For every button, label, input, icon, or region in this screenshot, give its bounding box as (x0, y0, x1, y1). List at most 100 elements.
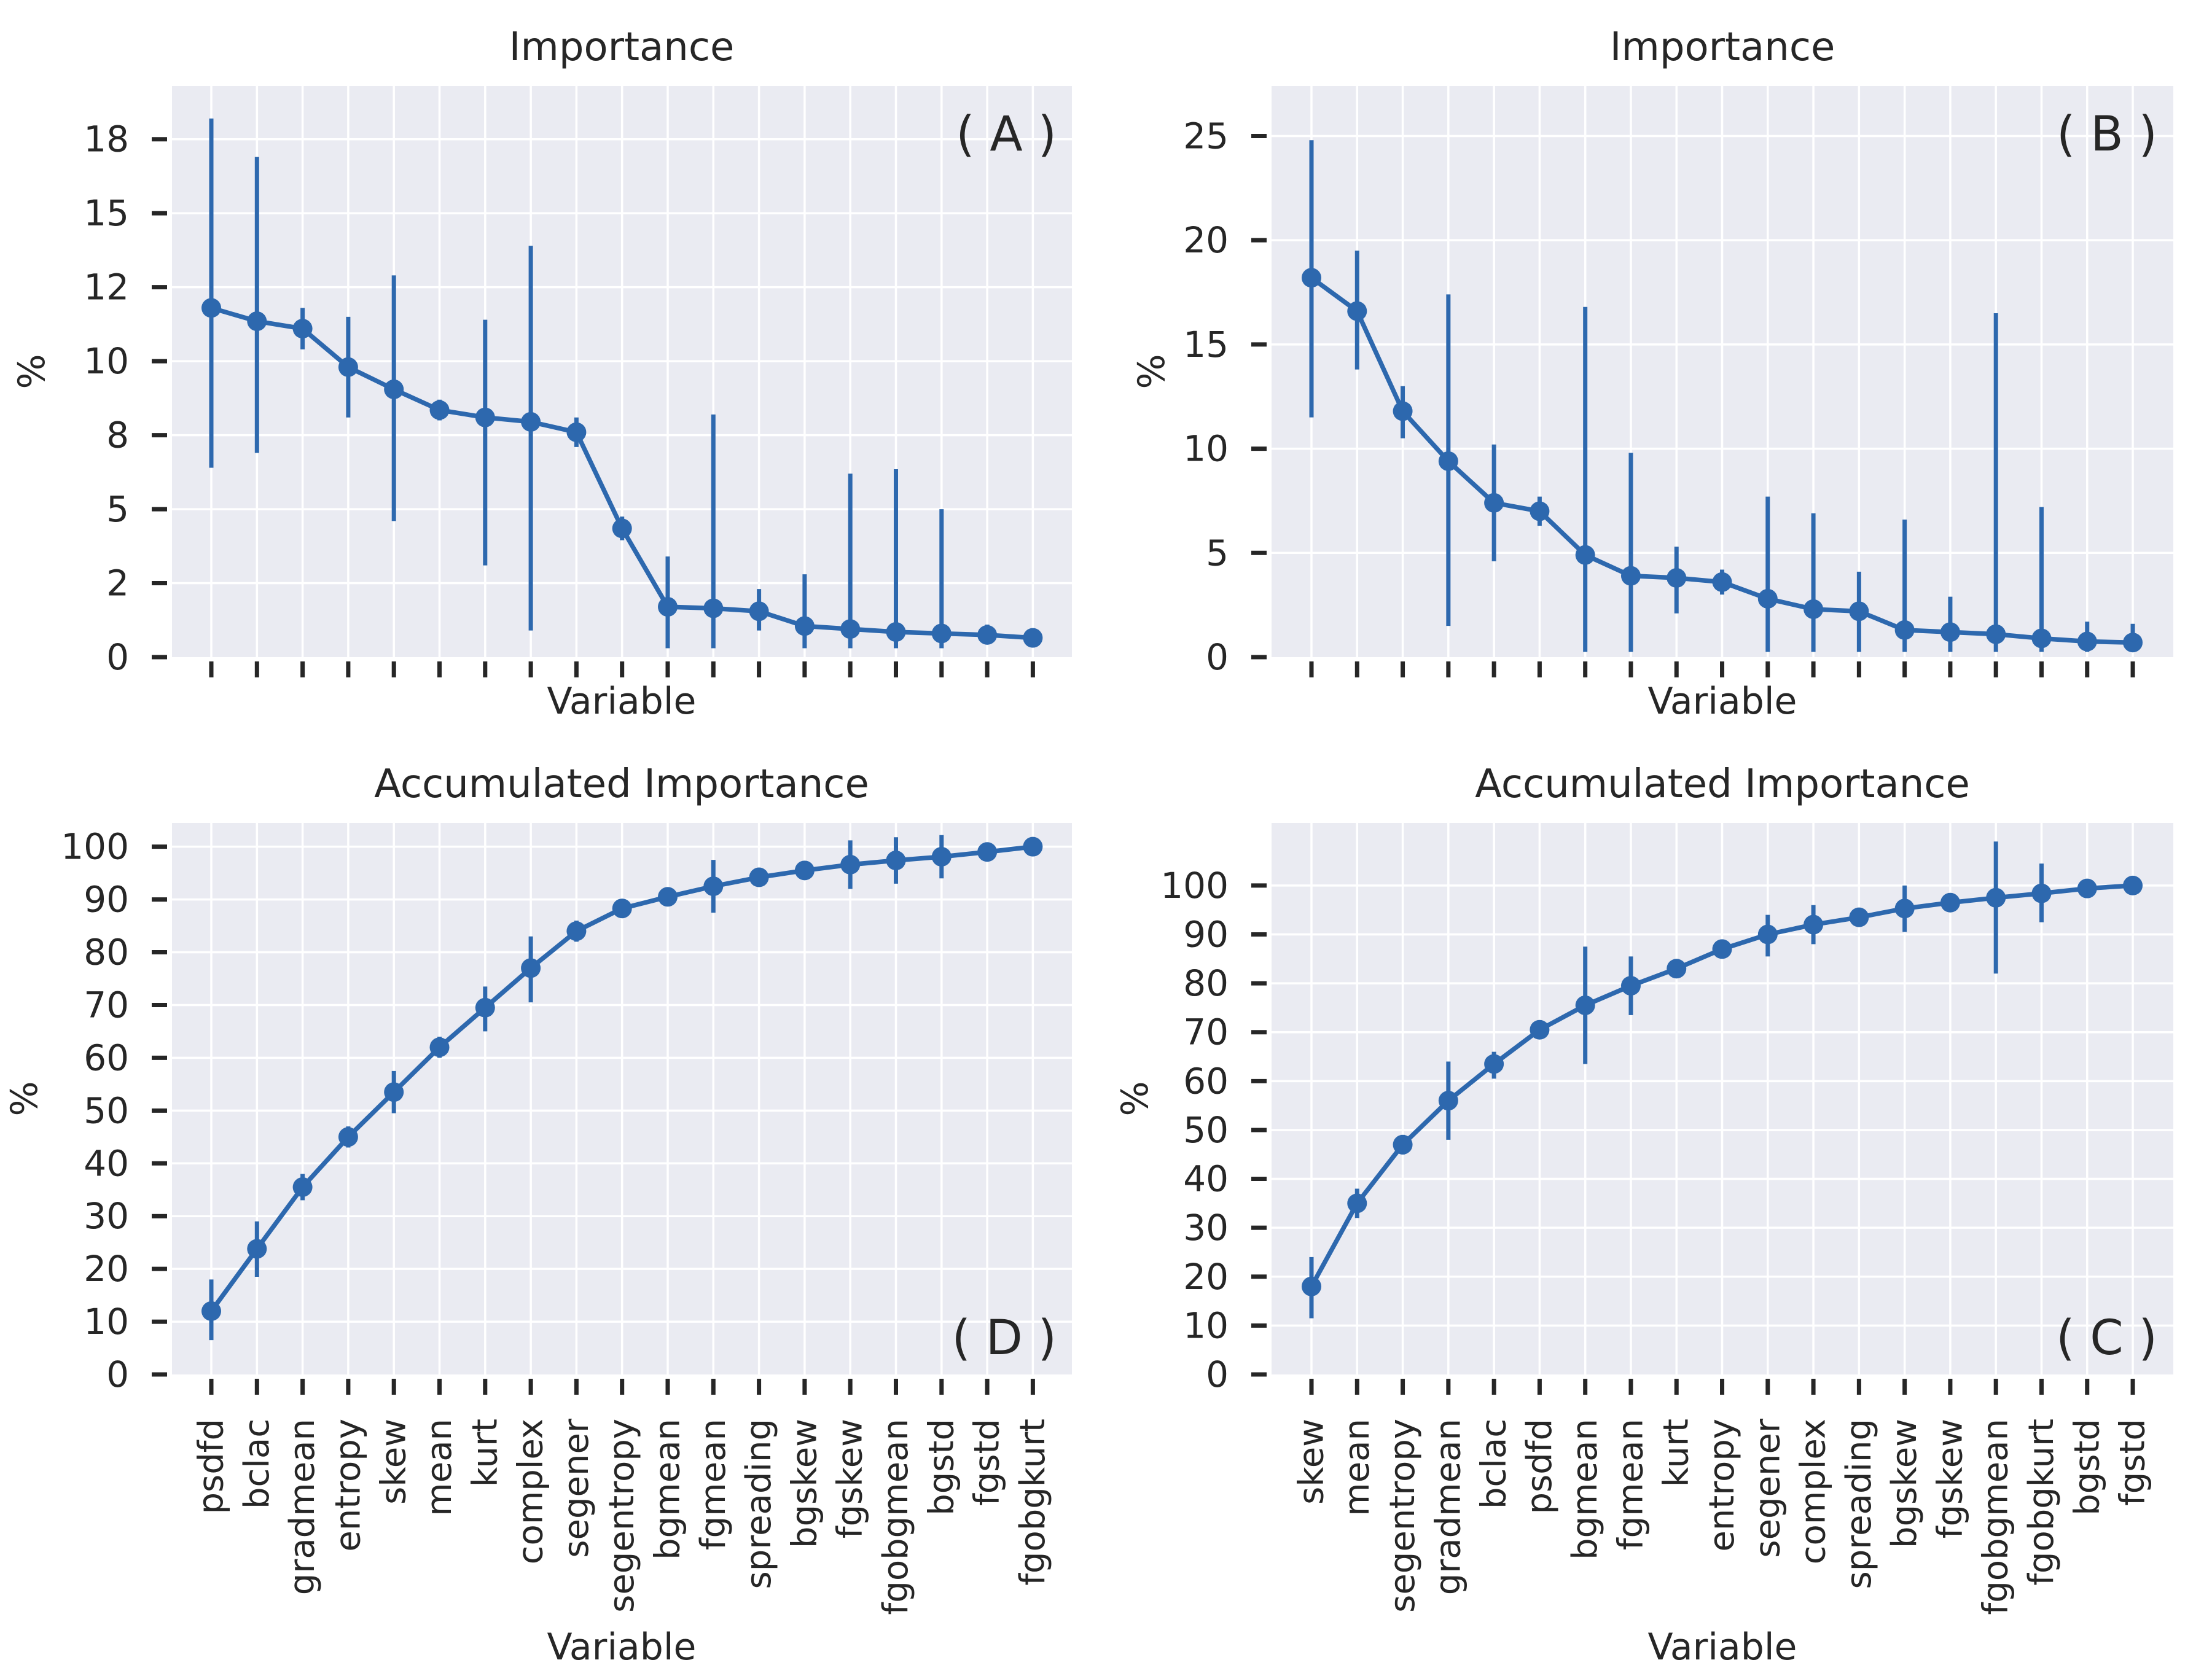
category-label: psdfd (1520, 1419, 1560, 1514)
y-tick-label: 40 (84, 1142, 129, 1184)
data-point-marker (384, 1082, 404, 1102)
data-point-marker (612, 518, 632, 539)
y-tick-label: 50 (84, 1089, 129, 1131)
category-label: spreading (739, 1419, 779, 1589)
panel-c-plot: 0 10 20 30 40 50 60 70 80 90 100 skew mean segentropy… (1160, 823, 2173, 1615)
y-tick-label: 0 (1206, 1354, 1229, 1395)
data-point-marker (1940, 622, 1960, 642)
category-label: segentropy (1383, 1419, 1423, 1613)
data-point-marker (931, 623, 952, 644)
category-label: kurt (1657, 1419, 1697, 1487)
category-label: segener (1748, 1418, 1788, 1558)
data-point-marker (931, 846, 952, 867)
y-tick-label: 90 (84, 879, 129, 921)
category-label: bclac (237, 1419, 277, 1509)
data-point-marker (1894, 620, 1915, 640)
panel-d-corner-label: ( D ) (952, 1311, 1057, 1366)
panel-a-plot: 0 2 5 8 10 12 15 18 (84, 86, 1072, 678)
y-tick-label: 10 (84, 1301, 129, 1343)
y-axis-ticks: 0 5 10 15 20 25 (1183, 115, 1267, 678)
y-tick-label: 100 (61, 826, 129, 868)
category-label: bclac (1474, 1419, 1514, 1509)
data-point-marker (1530, 1019, 1550, 1040)
data-point-marker (2077, 631, 2097, 652)
data-point-marker (977, 842, 998, 862)
y-tick-label: 15 (1183, 324, 1229, 365)
y-tick-label: 60 (84, 1037, 129, 1078)
panel-b-title: Importance (1610, 25, 1835, 70)
y-tick-label: 25 (1183, 115, 1229, 157)
data-point-marker (2123, 875, 2143, 895)
data-point-marker (1620, 566, 1641, 586)
data-points (1302, 268, 2143, 653)
panel-c-y-axis-label: % (1114, 1081, 1157, 1116)
data-point-marker (1438, 451, 1458, 471)
data-point-marker (429, 400, 450, 420)
data-point-marker (1575, 545, 1595, 565)
data-point-marker (1940, 892, 1960, 913)
data-point-marker (2123, 633, 2143, 653)
data-point-marker (201, 1301, 221, 1321)
data-point-marker (201, 298, 221, 318)
y-tick-label: 20 (84, 1248, 129, 1290)
data-point-marker (1530, 501, 1550, 521)
y-tick-label: 2 (106, 563, 129, 604)
y-tick-label: 80 (1183, 962, 1229, 1004)
y-tick-label: 30 (1183, 1207, 1229, 1249)
category-label: fgstd (967, 1419, 1007, 1506)
category-label: gradmean (1428, 1419, 1468, 1595)
data-point-marker (1438, 1091, 1458, 1111)
panel-c-x-axis-label: Variable (1648, 1626, 1797, 1669)
category-label: bgstd (921, 1419, 961, 1516)
data-point-marker (1302, 268, 1321, 288)
data-point-marker (1894, 898, 1915, 919)
y-tick-label: 10 (1183, 428, 1229, 470)
data-point-marker (1023, 836, 1043, 857)
panel-a: 0 2 5 8 10 12 15 18 Importance ( A ) % Variable (10, 25, 1072, 723)
panel-a-title: Importance (509, 25, 735, 70)
y-tick-label: 40 (1183, 1158, 1229, 1200)
data-point-marker (292, 1177, 313, 1197)
data-point-marker (749, 601, 769, 622)
x-axis-ticks (1309, 1379, 2135, 1395)
data-point-marker (794, 860, 815, 881)
x-axis-ticks (209, 1379, 1035, 1395)
x-axis-ticks (209, 661, 1035, 677)
y-tick-label: 10 (1183, 1304, 1229, 1346)
y-tick-label: 70 (84, 984, 129, 1026)
data-point-marker (566, 422, 587, 442)
data-point-marker (703, 876, 724, 897)
panel-a-y-axis-label: % (10, 354, 53, 389)
x-category-labels: skew mean segentropy gradmean bclac psdfd bgme… (1292, 1418, 2153, 1615)
category-label: fgobgmean (1976, 1419, 2016, 1615)
y-tick-label: 80 (84, 932, 129, 973)
data-point-marker (612, 898, 632, 919)
data-point-marker (1484, 493, 1504, 513)
data-point-marker (521, 958, 541, 978)
panel-c: 0 10 20 30 40 50 60 70 80 90 100 skew mean segentropy… (1114, 762, 2173, 1669)
category-label: kurt (465, 1419, 505, 1487)
category-label: fgstd (2113, 1419, 2153, 1506)
data-point-marker (658, 887, 678, 907)
data-point-marker (1575, 995, 1595, 1015)
x-category-labels: psdfd bclac gradmean entropy skew mean kurt com… (192, 1418, 1053, 1615)
category-label: fgmean (1611, 1419, 1651, 1550)
category-label: bgmean (648, 1419, 688, 1560)
data-point-marker (1620, 976, 1641, 996)
y-axis-ticks: 0 10 20 30 40 50 60 70 80 90 100 (61, 826, 167, 1395)
data-point-marker (1302, 1276, 1321, 1296)
category-label: fgobgmean (876, 1419, 916, 1615)
y-tick-label: 60 (1183, 1060, 1229, 1102)
category-label: fgmean (694, 1419, 733, 1550)
panel-b: 0 5 10 15 20 25 Importance ( B ) % Variable (1130, 25, 2173, 723)
category-label: skew (374, 1419, 414, 1505)
data-point-marker (1986, 624, 2006, 644)
data-point-marker (749, 867, 769, 887)
y-tick-label: 50 (1183, 1109, 1229, 1151)
panel-b-x-axis-label: Variable (1648, 680, 1797, 723)
data-point-marker (1393, 401, 1413, 421)
data-point-marker (2031, 628, 2052, 649)
category-label: complex (511, 1419, 551, 1564)
y-tick-label: 10 (84, 340, 129, 382)
gridlines (172, 823, 1072, 1374)
